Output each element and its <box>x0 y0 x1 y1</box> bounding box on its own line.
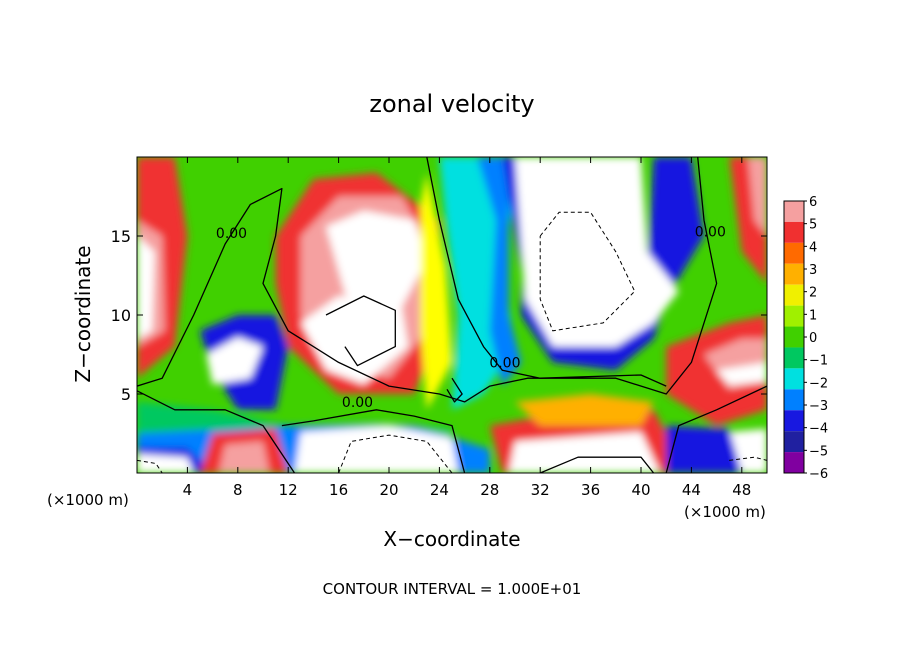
chart-title: zonal velocity <box>369 90 534 118</box>
x-tick-label: 36 <box>581 481 600 499</box>
contour-label: 0.00 <box>216 226 247 242</box>
contour-label: 0.00 <box>489 355 520 371</box>
x-tick-label: 24 <box>430 481 449 499</box>
colorbar-swatch <box>784 347 804 369</box>
colorbar-swatch <box>784 368 804 390</box>
colorbar-label: 4 <box>809 240 817 255</box>
x-tick-label: 48 <box>732 481 751 499</box>
colorbar-label: 3 <box>809 263 817 278</box>
colorbar-label: −2 <box>809 376 828 391</box>
colorbar-label: −1 <box>809 354 828 369</box>
colorbar-swatch <box>784 452 804 473</box>
contour-field <box>137 157 767 473</box>
contour-labels: 0.00 0.00 0.00 0.00 <box>216 224 726 411</box>
colorbar-swatch <box>784 284 804 306</box>
colorbar-label: −5 <box>809 444 828 459</box>
y-tick-label: 15 <box>111 227 131 246</box>
colorbar-swatch <box>784 389 804 411</box>
x-axis: 4 8 12 16 20 24 28 32 36 40 44 48 <box>183 157 751 499</box>
colorbar-swatch <box>784 431 804 453</box>
contour-label: 0.00 <box>342 395 373 411</box>
y-tick-label: 5 <box>121 385 131 404</box>
colorbar-swatch <box>784 410 804 432</box>
x-tick-label: 32 <box>531 481 550 499</box>
colorbar-swatch <box>784 201 804 222</box>
colorbar-label: −3 <box>809 399 828 414</box>
colorbar-label: 6 <box>809 195 817 210</box>
y-axis-label: Z−coordinate <box>71 245 95 382</box>
contour-label: 0.00 <box>695 224 726 240</box>
x-tick-label: 44 <box>682 481 701 499</box>
x-unit-left: (×1000 m) <box>47 491 129 509</box>
colorbar-swatch <box>784 263 804 285</box>
colorbar-label: 1 <box>809 308 817 323</box>
x-tick-label: 28 <box>480 481 499 499</box>
x-axis-label: X−coordinate <box>383 527 520 551</box>
contour-interval-note: CONTOUR INTERVAL = 1.000E+01 <box>323 580 582 598</box>
y-axis: 5 10 15 <box>111 227 767 404</box>
x-unit-right: (×1000 m) <box>684 503 766 521</box>
x-tick-label: 12 <box>279 481 298 499</box>
colorbar-label: 0 <box>809 331 817 346</box>
colorbar-label: 2 <box>809 286 817 301</box>
x-tick-label: 4 <box>183 481 193 499</box>
colorbar-swatch <box>784 305 804 327</box>
colorbar-label: −6 <box>809 467 828 482</box>
x-tick-label: 16 <box>329 481 348 499</box>
x-tick-label: 8 <box>233 481 243 499</box>
colorbar-swatch <box>784 326 804 348</box>
colorbar-swatch <box>784 242 804 264</box>
contour-lines <box>137 157 767 473</box>
colorbar-swatch <box>784 221 804 243</box>
y-tick-label: 10 <box>111 306 131 325</box>
colorbar: 6 5 4 3 2 1 0 −1 −2 −3 −4 −5 −6 <box>783 195 828 482</box>
colorbar-label: 5 <box>809 218 817 233</box>
x-tick-label: 40 <box>631 481 650 499</box>
colorbar-label: −4 <box>809 422 828 437</box>
x-tick-label: 20 <box>379 481 398 499</box>
